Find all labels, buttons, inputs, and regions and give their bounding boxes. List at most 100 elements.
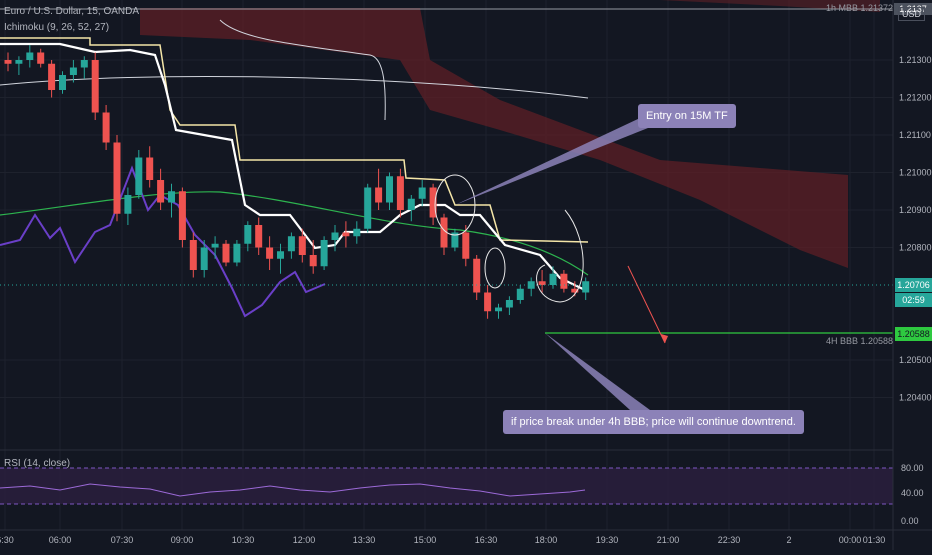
candle-body bbox=[560, 273, 568, 289]
candle-body bbox=[189, 240, 197, 270]
entry-callout-pointer bbox=[455, 118, 648, 205]
candle-body bbox=[200, 247, 208, 270]
candle-body bbox=[222, 243, 230, 263]
candle-body bbox=[375, 187, 383, 203]
rsi-label[interactable]: RSI (14, close) bbox=[4, 458, 71, 469]
mbb-label: 1h MBB 1.21372 bbox=[826, 3, 894, 13]
rsi-tick-label: 0.00 bbox=[901, 516, 919, 526]
indicator-label[interactable]: Ichimoku (9, 26, 52, 27) bbox=[4, 22, 110, 33]
candle-body bbox=[15, 60, 23, 64]
y-tick-label: 1.21200 bbox=[899, 93, 932, 103]
y-tick-label: 1.21300 bbox=[899, 55, 932, 65]
rsi-tick-label: 40.00 bbox=[901, 488, 924, 498]
candle-body bbox=[484, 292, 492, 312]
candle-body bbox=[527, 281, 535, 289]
candle-body bbox=[396, 176, 404, 210]
candle-body bbox=[80, 60, 88, 68]
y-tick-label: 1.20800 bbox=[899, 243, 932, 253]
candle-body bbox=[178, 191, 186, 240]
current-price-tag: 1.20706 bbox=[895, 278, 932, 292]
x-tick-label: 01:30 bbox=[863, 535, 886, 545]
candle-body bbox=[59, 75, 66, 90]
x-tick-label: 2 bbox=[786, 535, 791, 545]
candle-body bbox=[342, 232, 350, 237]
candle-body bbox=[135, 157, 143, 195]
long-ma-line bbox=[0, 75, 589, 99]
kijun-line bbox=[0, 37, 589, 243]
symbol-title[interactable]: Euro / U.S. Dollar, 15, OANDA bbox=[4, 6, 140, 17]
y-tick-label: 1.21000 bbox=[899, 168, 932, 178]
currency-button[interactable]: USD bbox=[897, 7, 925, 21]
highlight-ellipse bbox=[434, 174, 476, 236]
band-line bbox=[219, 19, 386, 121]
candle-body bbox=[48, 63, 56, 90]
x-tick-label: 19:30 bbox=[596, 535, 619, 545]
candle-body bbox=[429, 187, 437, 218]
candle-body bbox=[211, 243, 219, 248]
candle-body bbox=[331, 232, 339, 240]
breakdown-callout-pointer bbox=[545, 333, 650, 410]
candle-body bbox=[266, 247, 274, 259]
tenkan-line bbox=[0, 42, 586, 291]
y-tick-label: 1.21100 bbox=[899, 130, 931, 140]
candle-body bbox=[113, 142, 121, 214]
highlight-ellipse bbox=[484, 247, 506, 289]
x-tick-label: 21:00 bbox=[657, 535, 680, 545]
candle-body bbox=[516, 288, 524, 300]
candle-body bbox=[255, 225, 263, 248]
candle-body bbox=[549, 273, 557, 285]
candle-body bbox=[309, 255, 317, 267]
x-tick-label: 00:00 bbox=[839, 535, 862, 545]
candle-body bbox=[451, 232, 459, 248]
candle-body bbox=[124, 195, 132, 214]
x-tick-label: 06:00 bbox=[49, 535, 72, 545]
candle-body bbox=[571, 288, 579, 293]
breakdown-callout: if price break under 4h BBB; price will … bbox=[503, 410, 804, 434]
candle-body bbox=[418, 187, 426, 199]
candle-body bbox=[473, 258, 481, 293]
candle-body bbox=[146, 157, 154, 180]
highlight-curve bbox=[536, 209, 584, 303]
candle-body bbox=[462, 232, 470, 259]
candle-body bbox=[440, 217, 448, 248]
x-tick-label: 09:00 bbox=[171, 535, 194, 545]
down-arrow-head bbox=[661, 334, 668, 343]
ichimoku-cloud bbox=[140, 8, 848, 268]
top-price-tag-text: 1.2137 bbox=[899, 4, 927, 14]
x-tick-label: 07:30 bbox=[111, 535, 134, 545]
candle-body bbox=[91, 60, 99, 113]
candle-body bbox=[538, 281, 546, 285]
candle-body bbox=[168, 191, 175, 203]
candle-body bbox=[582, 281, 590, 293]
candle-body bbox=[505, 300, 513, 308]
candle-body bbox=[386, 176, 393, 203]
candle-body bbox=[320, 240, 328, 267]
rsi-tick-label: 80.00 bbox=[901, 463, 924, 473]
candle-body bbox=[353, 228, 361, 237]
entry-callout: Entry on 15M TF bbox=[638, 104, 736, 128]
x-tick-label: 15:00 bbox=[414, 535, 437, 545]
top-price-tag bbox=[894, 3, 932, 15]
x-tick-label: 13:30 bbox=[353, 535, 376, 545]
slow-ma-line bbox=[0, 191, 589, 276]
candle-body bbox=[102, 112, 110, 143]
ichimoku-cloud-top bbox=[660, 0, 880, 12]
y-tick-label: 1.20400 bbox=[899, 393, 932, 403]
candle-body bbox=[244, 225, 252, 244]
x-tick-label: 12:00 bbox=[293, 535, 316, 545]
candle-body bbox=[495, 307, 502, 312]
down-arrow-line bbox=[627, 265, 666, 344]
candle-body bbox=[277, 251, 284, 259]
candle-body bbox=[26, 52, 34, 60]
x-tick-label: 6:30 bbox=[0, 535, 14, 545]
y-tick-label: 1.20900 bbox=[899, 205, 932, 215]
candle-body bbox=[37, 52, 45, 64]
candle-body bbox=[364, 187, 372, 229]
candle-body bbox=[69, 67, 77, 75]
candle-body bbox=[287, 236, 295, 252]
bbb-label: 4H BBB 1.20588 bbox=[826, 336, 894, 346]
candle-body bbox=[298, 236, 306, 255]
x-tick-label: 16:30 bbox=[475, 535, 498, 545]
